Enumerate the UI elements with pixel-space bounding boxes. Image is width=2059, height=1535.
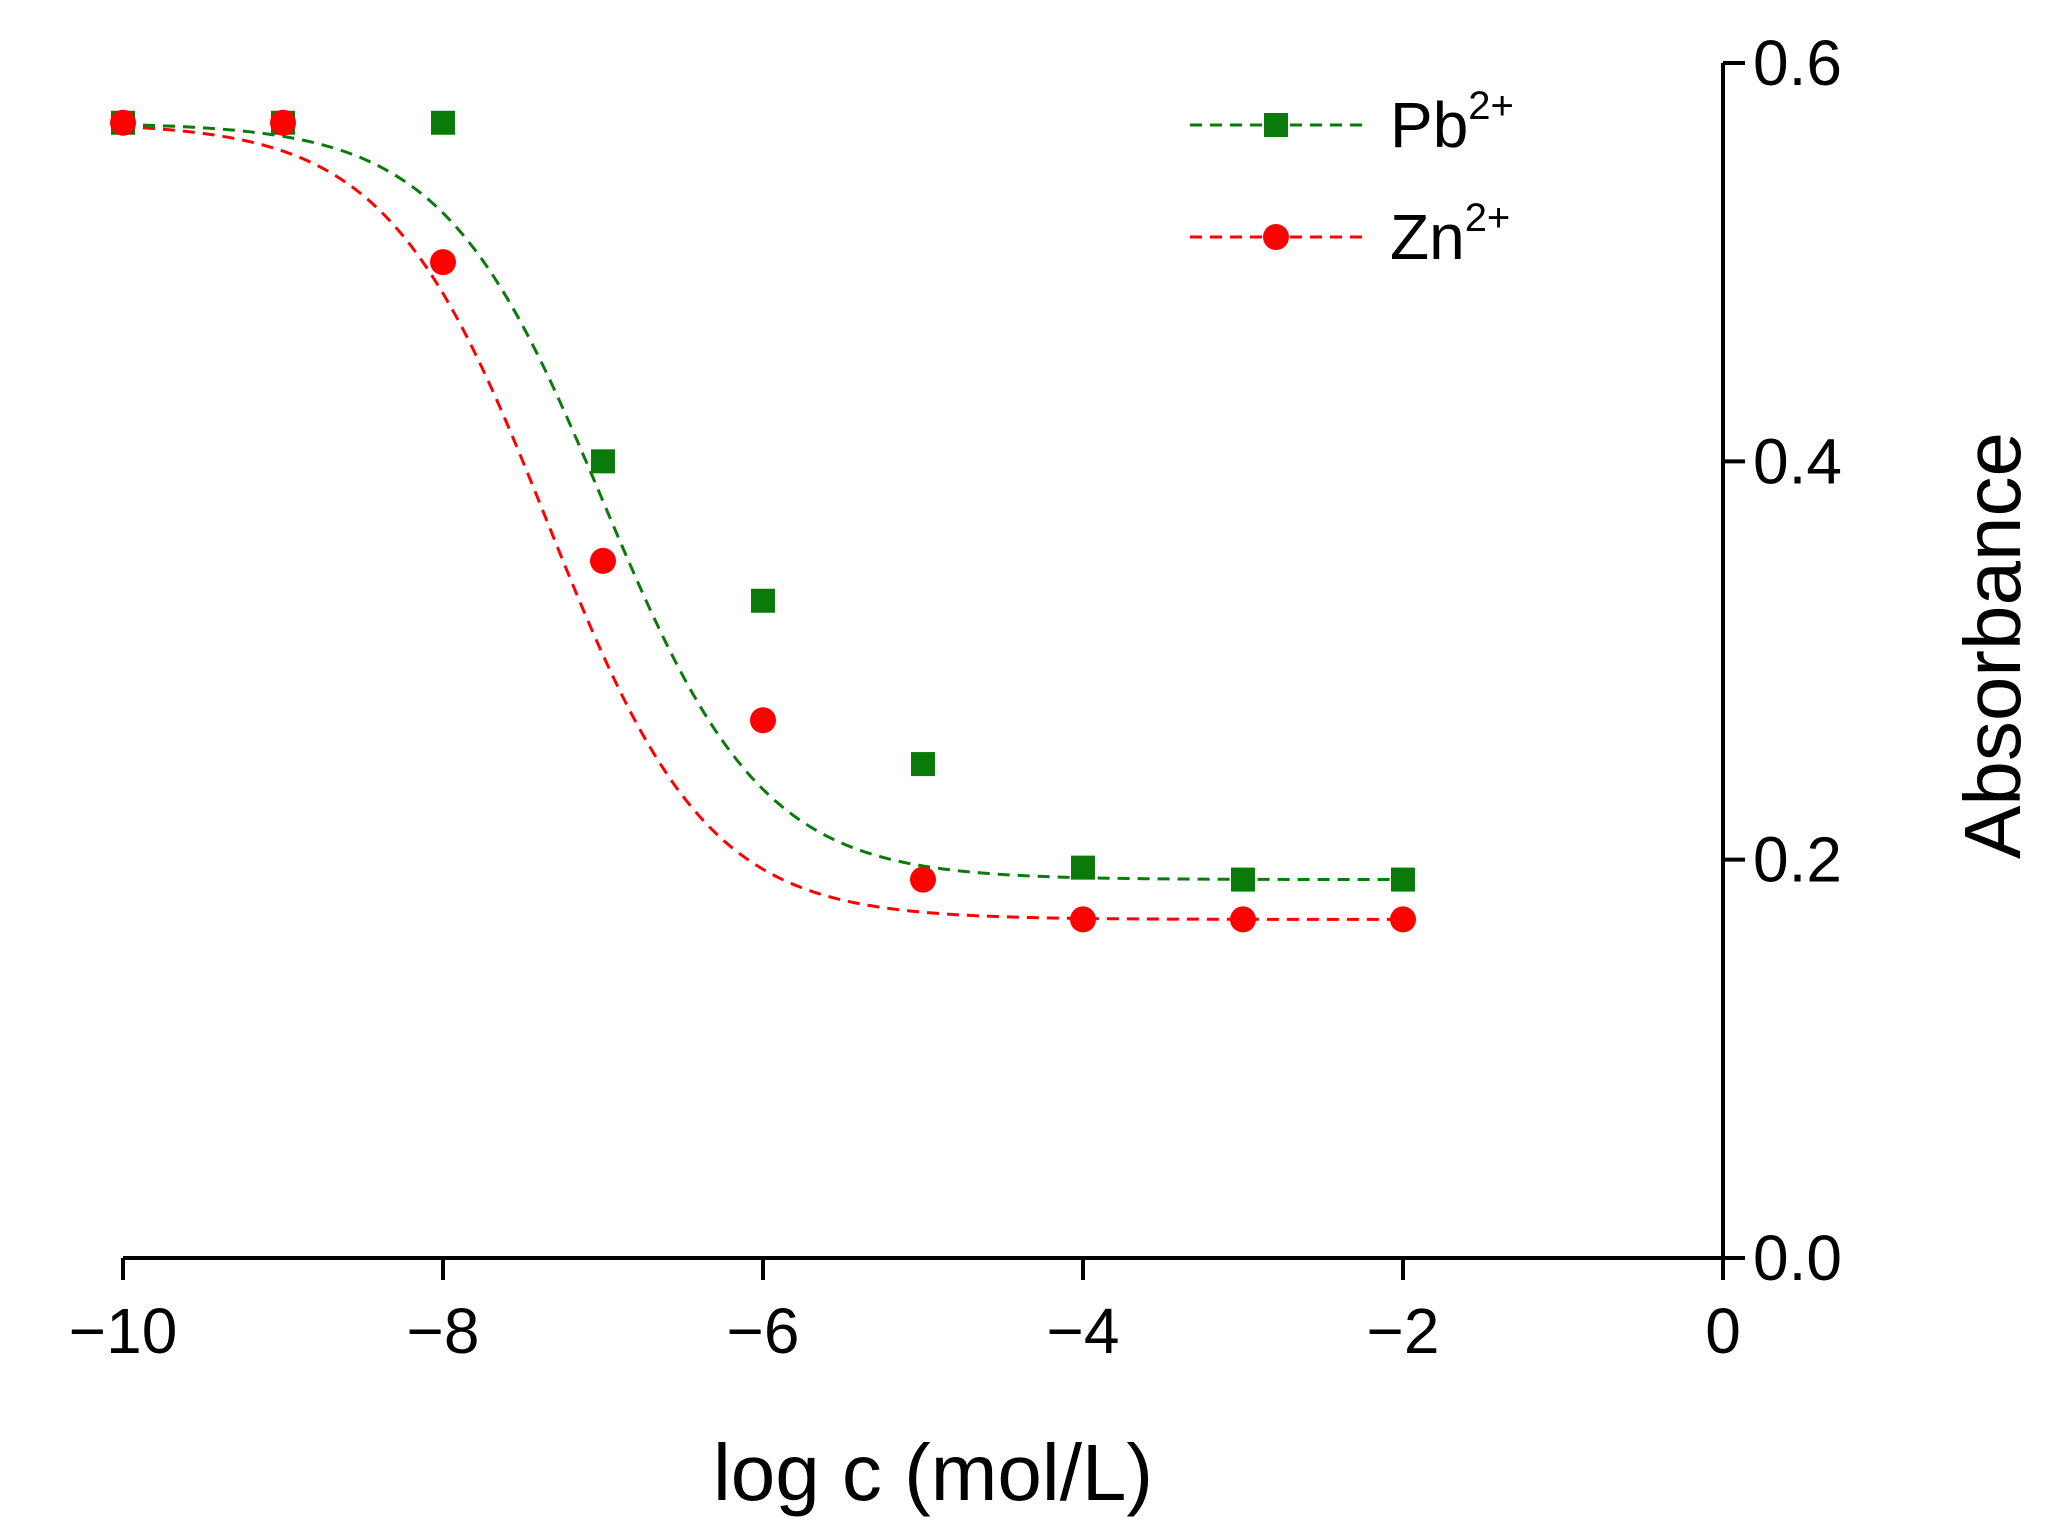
legend-label: Pb2+ bbox=[1390, 84, 1514, 161]
legend-item-zn: Zn2+ bbox=[1190, 196, 1510, 273]
data-point-zn bbox=[1070, 906, 1096, 933]
x-tick-label: −4 bbox=[1047, 1295, 1120, 1367]
series-layer bbox=[110, 109, 1416, 933]
fit-line-pb bbox=[122, 123, 1403, 882]
data-point-zn bbox=[430, 249, 456, 276]
series-zn bbox=[110, 109, 1416, 933]
x-tick-label: −2 bbox=[1367, 1295, 1440, 1367]
data-point-zn bbox=[750, 707, 776, 734]
data-point-zn bbox=[270, 109, 296, 136]
y-tick-label: 0.0 bbox=[1753, 1222, 1842, 1294]
y-axis-title: Absorbance bbox=[1948, 432, 2037, 859]
data-point-zn bbox=[910, 866, 936, 893]
data-point-pb bbox=[911, 752, 935, 777]
y-tick-label: 0.6 bbox=[1753, 27, 1842, 99]
x-tick-label: 0 bbox=[1705, 1295, 1741, 1367]
x-axis-title: log c (mol/L) bbox=[713, 1428, 1153, 1517]
data-point-pb bbox=[1231, 867, 1255, 892]
x-tick-label: −8 bbox=[407, 1295, 480, 1367]
legend-marker bbox=[1264, 113, 1288, 137]
data-point-pb bbox=[591, 449, 615, 474]
y-tick-label: 0.2 bbox=[1753, 824, 1842, 896]
series-pb bbox=[111, 110, 1415, 892]
x-tick-label: −6 bbox=[727, 1295, 800, 1367]
data-point-pb bbox=[431, 110, 455, 135]
data-point-zn bbox=[1390, 906, 1416, 933]
data-point-pb bbox=[1071, 855, 1095, 880]
data-point-zn bbox=[1230, 906, 1256, 933]
legend-marker bbox=[1263, 224, 1289, 250]
data-point-zn bbox=[110, 109, 136, 136]
legend-item-pb: Pb2+ bbox=[1190, 84, 1514, 161]
legend-label: Zn2+ bbox=[1390, 196, 1510, 273]
data-point-pb bbox=[751, 588, 775, 613]
legend: Pb2+ Zn2+ bbox=[1190, 84, 1514, 273]
y-tick-label: 0.4 bbox=[1753, 425, 1842, 497]
data-point-pb bbox=[1391, 867, 1415, 892]
axes: −10 −8 −6 −4 −2 00.0 0.2 0.4 0.6 bbox=[69, 27, 1842, 1367]
data-point-zn bbox=[590, 547, 616, 574]
fit-line-zn bbox=[122, 125, 1403, 921]
x-tick-label: −10 bbox=[69, 1295, 178, 1367]
